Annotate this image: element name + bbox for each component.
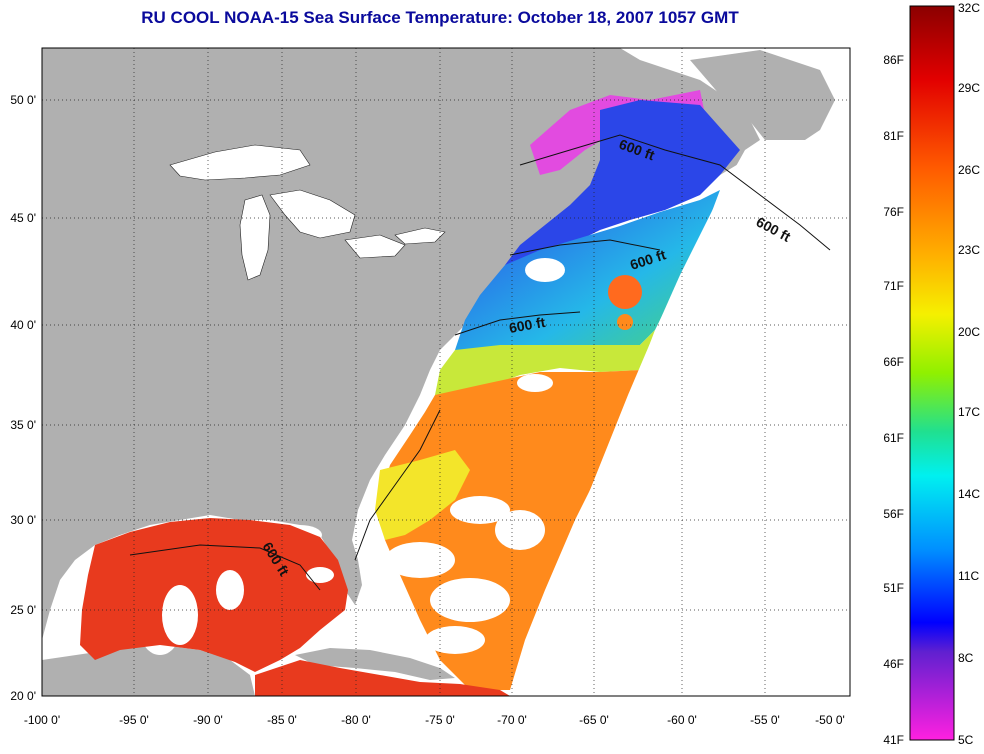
lon-tick-label: -100 0'	[24, 713, 60, 727]
map-grid	[42, 48, 850, 696]
colorbar-f-label: 41F	[883, 733, 904, 747]
lon-tick-label: -90 0'	[193, 713, 223, 727]
colorbar-c-label: 23C	[958, 243, 980, 257]
colorbar-c-label: 32C	[958, 1, 980, 15]
cuba	[295, 648, 455, 680]
isobath-label: 600 ft	[508, 314, 547, 336]
lon-tick-label: -55 0'	[750, 713, 780, 727]
sst-warm-eddy-small	[617, 314, 633, 330]
lon-tick-label: -80 0'	[341, 713, 371, 727]
colorbar-f-label: 51F	[883, 581, 904, 595]
colorbar-c-label: 20C	[958, 325, 980, 339]
sst-cold-northeast	[505, 100, 740, 275]
colorbar-c-label: 8C	[958, 651, 974, 665]
lat-tick-label: 35 0'	[10, 418, 36, 432]
colorbar-f-label: 71F	[883, 279, 904, 293]
plot-border	[41, 47, 851, 697]
lat-tick-label: 50 0'	[10, 93, 36, 107]
colorbar-c-label: 11C	[958, 569, 979, 583]
colorbar-f-label: 61F	[883, 431, 904, 445]
lat-tick-label: 20 0'	[10, 689, 36, 703]
isobath-600ft-line	[129, 134, 831, 591]
lon-tick-label: -60 0'	[667, 713, 697, 727]
lat-tick-label: 25 0'	[10, 603, 36, 617]
gulf-clouds	[162, 567, 334, 645]
colorbar-f-label: 81F	[883, 129, 904, 143]
colorbar-f-label: 66F	[883, 355, 904, 369]
lat-tick-label: 45 0'	[10, 211, 36, 225]
colorbar-c-label: 5C	[958, 733, 974, 747]
lon-tick-label: -50 0'	[815, 713, 845, 727]
colorbar-f-label: 46F	[883, 657, 904, 671]
lon-tick-label: -85 0'	[267, 713, 297, 727]
colorbar-c-label: 17C	[958, 405, 980, 419]
sst-mid-atlantic	[435, 330, 655, 410]
lat-tick-label: 30 0'	[10, 513, 36, 527]
sst-coastal-yellow	[375, 450, 470, 540]
swath-no-data	[515, 140, 850, 696]
sst-caribbean	[255, 660, 510, 696]
lon-tick-label: -95 0'	[119, 713, 149, 727]
colorbar-f-label: 86F	[883, 53, 904, 67]
map-title: RU COOL NOAA-15 Sea Surface Temperature:…	[141, 8, 739, 27]
great-lakes	[169, 144, 446, 281]
colorbar-f-label: 76F	[883, 205, 904, 219]
lon-tick-label: -75 0'	[425, 713, 455, 727]
colorbar-c-label: 26C	[958, 163, 980, 177]
lon-tick-label: -70 0'	[497, 713, 527, 727]
colorbar-c-label: 14C	[958, 487, 980, 501]
lat-tick-label: 40 0'	[10, 318, 36, 332]
colorbar-c-label: 29C	[958, 81, 980, 95]
sst-warm-eddy	[608, 275, 642, 309]
colorbar	[909, 5, 955, 741]
colorbar-f-label: 56F	[883, 507, 904, 521]
lon-tick-label: -65 0'	[579, 713, 609, 727]
